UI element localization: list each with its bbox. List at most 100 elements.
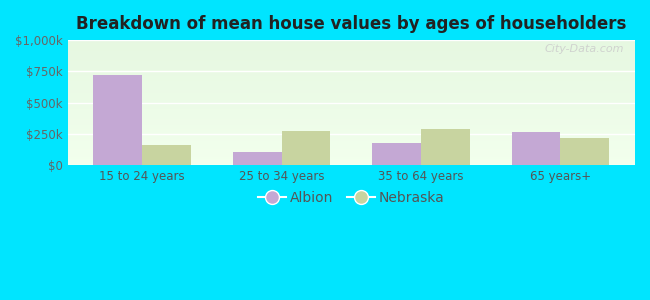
Bar: [68, 150, 635, 151]
Bar: [281, 131, 330, 165]
Bar: [68, 63, 635, 64]
Bar: [68, 55, 635, 56]
Title: Breakdown of mean house values by ages of householders: Breakdown of mean house values by ages o…: [76, 15, 627, 33]
Bar: [68, 135, 635, 136]
Bar: [68, 122, 635, 124]
Bar: [68, 98, 635, 99]
Bar: [68, 40, 635, 41]
Bar: [68, 70, 635, 71]
Bar: [68, 133, 635, 134]
Bar: [68, 161, 635, 162]
Bar: [68, 125, 635, 126]
Bar: [68, 112, 635, 114]
Bar: [68, 109, 635, 110]
Bar: [68, 41, 635, 43]
Bar: [68, 145, 635, 146]
Bar: [68, 141, 635, 142]
Bar: [68, 46, 635, 48]
Bar: [68, 78, 635, 79]
Bar: [68, 106, 635, 107]
Bar: [68, 139, 635, 140]
Bar: [68, 111, 635, 112]
Bar: [421, 129, 470, 165]
Bar: [68, 149, 635, 150]
Bar: [68, 84, 635, 85]
Bar: [68, 156, 635, 158]
Bar: [68, 79, 635, 80]
Bar: [233, 152, 281, 165]
Bar: [68, 128, 635, 129]
Bar: [68, 155, 635, 156]
Bar: [68, 129, 635, 130]
Bar: [68, 68, 635, 69]
Bar: [68, 103, 635, 104]
Bar: [68, 89, 635, 90]
Bar: [94, 75, 142, 165]
Bar: [68, 76, 635, 78]
Bar: [68, 164, 635, 165]
Bar: [68, 90, 635, 91]
Bar: [68, 52, 635, 54]
Text: City-Data.com: City-Data.com: [544, 44, 623, 54]
Bar: [68, 151, 635, 152]
Bar: [68, 74, 635, 75]
Bar: [68, 126, 635, 128]
Bar: [68, 66, 635, 68]
Bar: [68, 94, 635, 95]
Bar: [68, 81, 635, 83]
Bar: [68, 75, 635, 76]
Bar: [372, 143, 421, 165]
Bar: [68, 64, 635, 65]
Bar: [68, 130, 635, 131]
Bar: [68, 160, 635, 161]
Bar: [68, 59, 635, 60]
Bar: [68, 146, 635, 148]
Bar: [68, 54, 635, 55]
Bar: [68, 50, 635, 51]
Bar: [142, 145, 191, 165]
Bar: [68, 142, 635, 144]
Bar: [68, 91, 635, 92]
Bar: [68, 80, 635, 81]
Bar: [68, 58, 635, 59]
Bar: [68, 116, 635, 118]
Bar: [68, 134, 635, 135]
Bar: [68, 92, 635, 94]
Bar: [68, 121, 635, 122]
Bar: [68, 115, 635, 116]
Bar: [68, 124, 635, 125]
Bar: [68, 100, 635, 101]
Bar: [68, 48, 635, 49]
Bar: [68, 162, 635, 164]
Bar: [68, 158, 635, 159]
Bar: [68, 86, 635, 88]
Bar: [560, 138, 609, 165]
Bar: [68, 137, 635, 139]
Bar: [68, 71, 635, 73]
Bar: [68, 131, 635, 133]
Bar: [68, 45, 635, 46]
Bar: [68, 136, 635, 137]
Bar: [68, 65, 635, 66]
Bar: [68, 110, 635, 111]
Bar: [68, 154, 635, 155]
Bar: [68, 105, 635, 106]
Bar: [68, 114, 635, 115]
Bar: [68, 144, 635, 145]
Bar: [68, 118, 635, 119]
Bar: [512, 132, 560, 165]
Bar: [68, 101, 635, 103]
Bar: [68, 120, 635, 121]
Bar: [68, 49, 635, 50]
Bar: [68, 95, 635, 96]
Bar: [68, 73, 635, 74]
Bar: [68, 104, 635, 105]
Bar: [68, 69, 635, 70]
Bar: [68, 61, 635, 63]
Bar: [68, 96, 635, 98]
Bar: [68, 148, 635, 149]
Bar: [68, 44, 635, 45]
Bar: [68, 99, 635, 100]
Bar: [68, 85, 635, 86]
Bar: [68, 82, 635, 84]
